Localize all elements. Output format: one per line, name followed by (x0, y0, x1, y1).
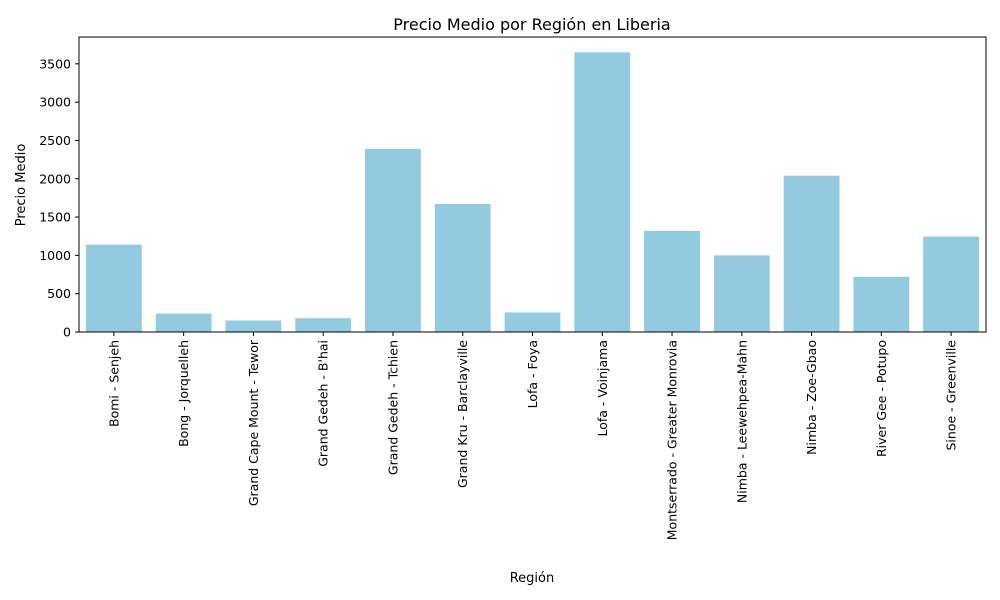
bar-10 (783, 175, 840, 332)
x-tick-label-11: River Gee - Potupo (874, 340, 889, 457)
x-axis-label: Región (510, 571, 555, 586)
bar-9 (713, 255, 770, 332)
y-tick-label-2: 1000 (39, 248, 71, 263)
bar-12 (923, 236, 980, 332)
bar-4 (365, 148, 421, 332)
x-tick-label-12: Sinoe - Greenville (944, 340, 959, 451)
bar-2 (225, 320, 282, 332)
x-tick-label-1: Bong - Jorquelleh (176, 340, 191, 447)
x-tick-label-6: Lofa - Foya (525, 340, 540, 408)
chart-title: Precio Medio por Región en Liberia (393, 15, 670, 34)
bar-8 (644, 230, 700, 332)
x-tick-label-5: Grand Kru - Barclayville (455, 340, 470, 488)
x-tick-label-7: Lofa - Voinjama (595, 340, 610, 437)
bar-11 (853, 276, 910, 332)
plot-area: 0 500 1000 1500 2000 2500 3000 3500 Bomi - Senje… (39, 36, 987, 540)
bar-7 (574, 52, 631, 332)
y-tick-label-5: 2500 (39, 133, 71, 148)
bar-6 (504, 312, 561, 332)
bar-0 (85, 244, 142, 332)
y-tick-label-1: 500 (47, 286, 71, 301)
y-tick-label-4: 2000 (39, 171, 71, 186)
bar-5 (434, 204, 491, 332)
y-axis-label: Precio Medio (14, 144, 29, 227)
y-tick-label-3: 1500 (39, 210, 71, 225)
x-tick-label-9: Nimba - Leewehpea-Mahn (734, 340, 749, 503)
axes-frame (78, 36, 987, 333)
y-tick-label-7: 3500 (39, 56, 71, 71)
x-tick-label-10: Nimba - Zoe-Gbao (804, 340, 819, 455)
x-tick-label-0: Bomi - Senjeh (106, 340, 121, 427)
bar-3 (295, 318, 352, 332)
x-tick-label-8: Montserrado - Greater Monrovia (665, 340, 680, 540)
x-tick-label-2: Grand Cape Mount - Tewor (246, 339, 261, 506)
y-tick-label-0: 0 (63, 325, 71, 340)
x-tick-label-4: Grand Gedeh - Tchien (385, 340, 400, 475)
bar-1 (155, 313, 212, 332)
y-tick-label-6: 3000 (39, 95, 71, 110)
x-tick-label-3: Grand Gedeh - B'hai (316, 340, 331, 467)
